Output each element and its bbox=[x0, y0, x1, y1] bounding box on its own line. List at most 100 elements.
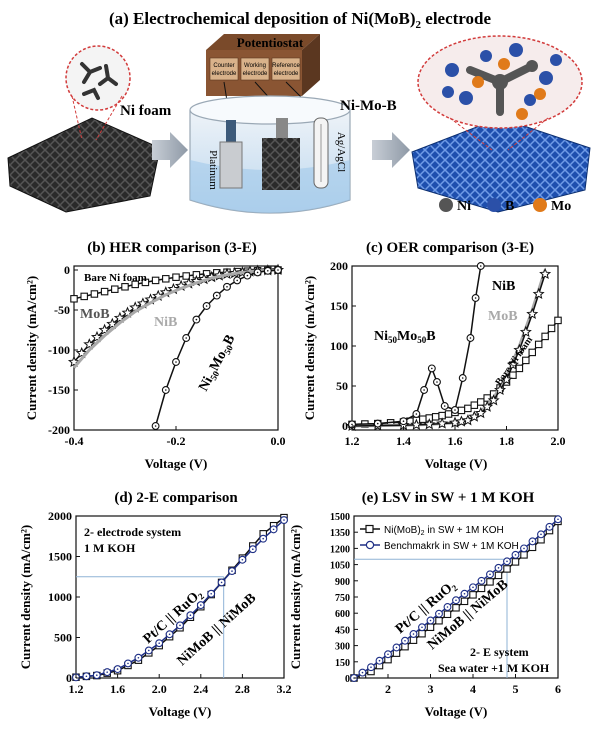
chart-e-ytick-label: 900 bbox=[335, 577, 350, 588]
chart-b: (b) HER comparison (3-E) -0.4 -0.2 0.0 -200… bbox=[24, 240, 286, 471]
chart-d-point-dot bbox=[200, 604, 202, 606]
chart-e-point bbox=[460, 597, 469, 606]
chart-b-point bbox=[172, 273, 180, 281]
chart-e-point-dot bbox=[361, 671, 364, 674]
chart-e-point bbox=[477, 584, 486, 593]
chart-c-point bbox=[506, 358, 519, 370]
potentiostat: Potentiostat Counter electrode Working ele… bbox=[206, 34, 320, 96]
chart-c-point bbox=[547, 324, 556, 333]
chart-e-ytick-label: 0 bbox=[345, 674, 350, 685]
arrow-1-icon bbox=[152, 132, 188, 168]
chart-c-point bbox=[534, 340, 543, 349]
chart-d-point-dot bbox=[189, 614, 192, 617]
chart-c-ylabel: Current density (mA/cm²) bbox=[302, 276, 317, 420]
working-electrode-label: Working electrode bbox=[243, 63, 268, 77]
chart-d-series-1 bbox=[72, 516, 288, 682]
chart-b-point bbox=[113, 311, 126, 324]
mo-atom-icon bbox=[533, 198, 547, 212]
chart-e-ytick-label: 600 bbox=[335, 609, 350, 620]
chart-e-point bbox=[486, 578, 494, 586]
chart-c-point-dot bbox=[469, 337, 472, 339]
chart-c-point bbox=[464, 404, 472, 413]
chart-d-ytick-label: 1500 bbox=[48, 550, 72, 564]
chart-c-label-nib: NiB bbox=[492, 279, 515, 294]
chart-e-point bbox=[418, 629, 426, 638]
figure-title-end: electrode bbox=[421, 9, 491, 28]
chart-d-point-dot bbox=[106, 671, 108, 673]
chart-c-point bbox=[431, 413, 440, 421]
molecule-icon bbox=[442, 43, 562, 120]
chart-b-title: (b) HER comparison (3-E) bbox=[87, 240, 257, 256]
chart-e-xtick-label: 4 bbox=[470, 682, 476, 696]
ni-foam-block bbox=[7, 117, 161, 213]
chart-c-point bbox=[419, 415, 427, 423]
atom-legend: Ni B Mo bbox=[439, 198, 571, 214]
chart-c-point bbox=[526, 307, 539, 320]
chart-b-point-dot bbox=[267, 270, 269, 272]
chart-b-series-2 bbox=[72, 268, 279, 369]
chart-b-xtick-label: 0.0 bbox=[271, 434, 286, 448]
chart-b-point bbox=[182, 272, 190, 280]
chart-e-point-dot bbox=[421, 626, 423, 629]
chart-c-point bbox=[528, 348, 536, 357]
chart-c-ytick-label: 150 bbox=[330, 299, 348, 313]
chart-c-point bbox=[470, 401, 479, 409]
chart-b-ytick-label: -100 bbox=[48, 343, 70, 357]
chart-e-point-dot bbox=[497, 567, 500, 569]
chart-e-legend-item-2: Benchmakrk in SW + 1M KOH bbox=[384, 541, 519, 552]
chart-d-ytick-label: 1000 bbox=[48, 590, 72, 604]
chart-b-xlabel: Voltage (V) bbox=[145, 456, 208, 471]
chart-c-ytick-label: 200 bbox=[330, 259, 348, 273]
chart-e-point-dot bbox=[446, 606, 449, 608]
chart-c-title: (c) OER comparison (3-E) bbox=[366, 240, 534, 256]
chart-b-xtick-label: -0.4 bbox=[65, 434, 84, 448]
chart-d-xtick-label: 1.6 bbox=[110, 682, 125, 696]
chart-b-point-dot bbox=[216, 294, 218, 297]
chart-c-point bbox=[457, 406, 466, 415]
chart-c-point bbox=[541, 332, 549, 341]
chart-e-point bbox=[409, 636, 418, 644]
product-zoom-line-right bbox=[507, 117, 549, 151]
figure-title-sub: 2 bbox=[416, 19, 422, 31]
chart-c-point bbox=[423, 418, 436, 430]
chart-b-point-dot bbox=[236, 279, 238, 282]
chart-c-xtick-label: 1.8 bbox=[499, 434, 514, 448]
chart-e-point bbox=[443, 610, 452, 619]
chart-b-label-nimob: Ni50Mo50B bbox=[196, 332, 239, 394]
chart-b-label-nib: NiB bbox=[154, 315, 177, 330]
chart-e-point bbox=[511, 558, 520, 566]
chart-e-xtick-label: 6 bbox=[555, 682, 561, 696]
chart-b-label-bare: Bare Ni foam bbox=[84, 272, 147, 284]
reference-electrode-label: Reference electrode bbox=[272, 63, 300, 77]
chart-c-point-dot bbox=[479, 265, 482, 267]
chart-c-point bbox=[509, 371, 517, 379]
chart-c-point bbox=[487, 394, 500, 406]
chart-e-point-dot bbox=[548, 526, 551, 528]
chart-d-point-dot bbox=[116, 668, 119, 670]
chart-c-xtick-label: 1.6 bbox=[448, 434, 463, 448]
chart-e-xlabel: Voltage (V) bbox=[425, 704, 488, 719]
chart-d-point-dot bbox=[252, 548, 254, 551]
chart-e-label-seawater: Sea water +1 M KOH bbox=[438, 661, 550, 675]
chart-c-point bbox=[522, 356, 530, 365]
chart-b-ytick-label: 0 bbox=[64, 263, 70, 277]
chart-d-point-dot bbox=[85, 675, 88, 678]
chart-e-point-dot bbox=[531, 540, 534, 543]
chart-d-xlabel: Voltage (V) bbox=[149, 704, 212, 719]
chart-e-point-dot bbox=[429, 619, 432, 622]
chart-e-point-dot bbox=[480, 580, 483, 582]
chart-c-point-dot bbox=[454, 409, 456, 411]
chart-c-xtick-label: 1.2 bbox=[345, 434, 360, 448]
chart-d: (d) 2-E comparison 1.2 1.6 2.0 2.4 2.8 3.2 0 50… bbox=[18, 490, 292, 719]
chart-c-point bbox=[519, 325, 532, 338]
chart-e-ytick-label: 300 bbox=[335, 642, 350, 653]
chart-d-label-koh: 1 M KOH bbox=[84, 541, 136, 555]
chart-b-point bbox=[151, 276, 160, 285]
chart-c-xtick-label: 2.0 bbox=[551, 434, 566, 448]
chart-b-point bbox=[100, 287, 109, 296]
chart-d-point-dot bbox=[158, 642, 160, 644]
chart-c-point bbox=[539, 267, 552, 280]
chart-c-point bbox=[554, 316, 562, 325]
chart-b-point bbox=[141, 278, 150, 287]
